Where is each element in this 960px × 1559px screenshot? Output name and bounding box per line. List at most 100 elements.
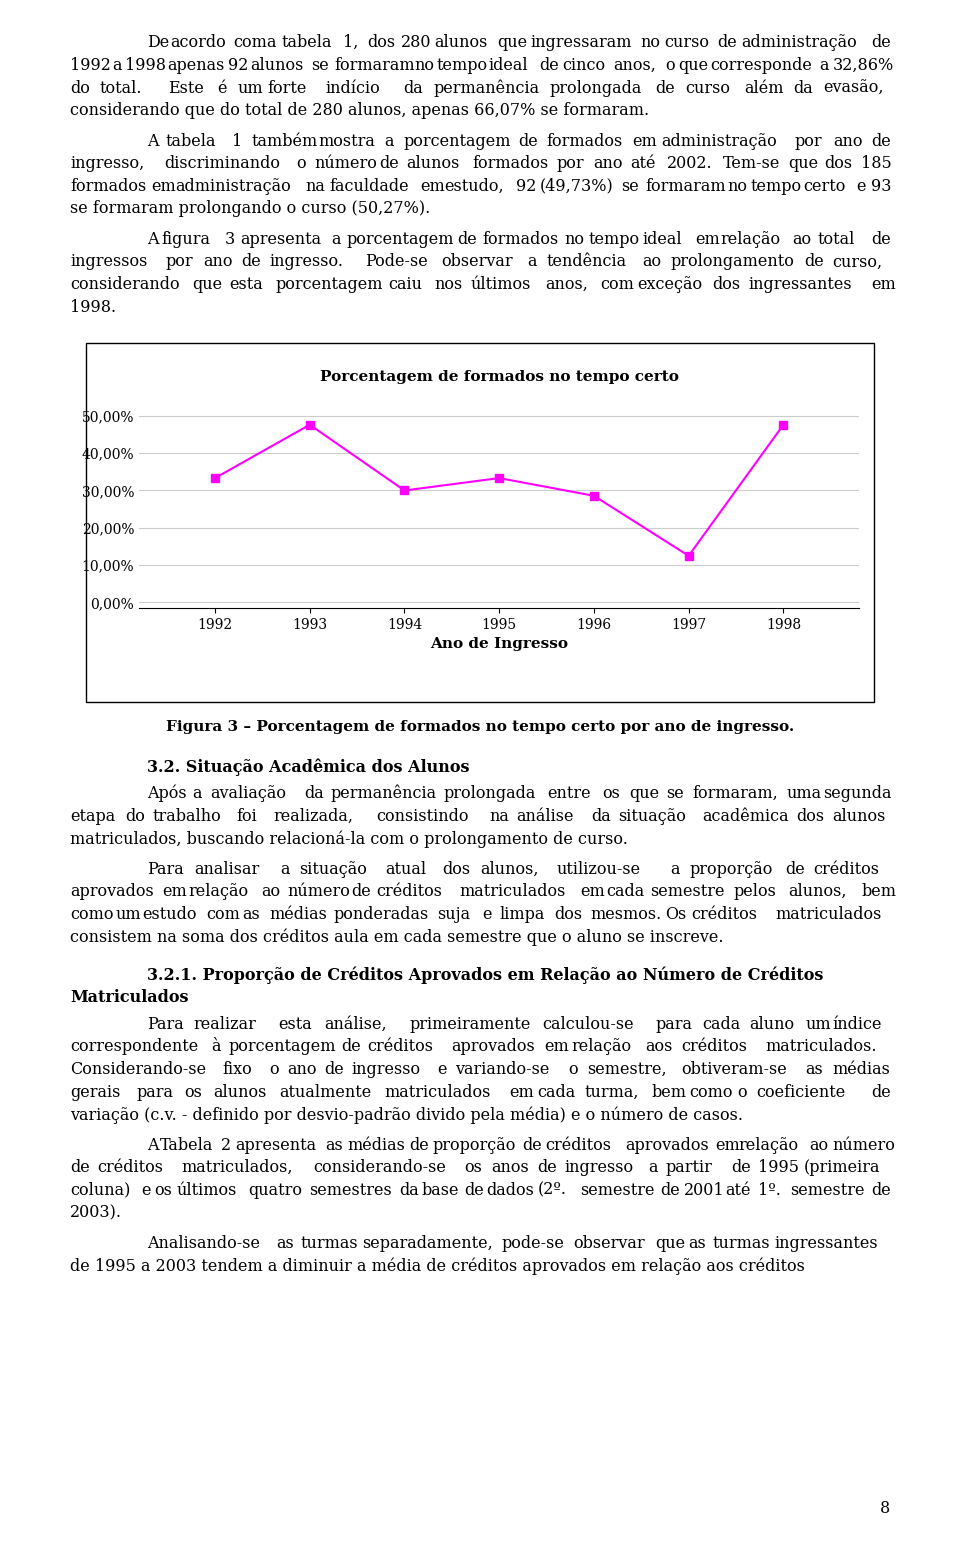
- Text: 1995: 1995: [757, 1158, 799, 1175]
- Text: tabela: tabela: [281, 34, 331, 51]
- Text: trabalho: trabalho: [153, 808, 221, 825]
- Text: considerando que do total de 280 alunos, apenas 66,07% se formaram.: considerando que do total de 280 alunos,…: [70, 103, 649, 118]
- Text: de: de: [70, 1158, 90, 1175]
- Text: anos,: anos,: [545, 276, 588, 293]
- Text: estudo: estudo: [142, 906, 197, 923]
- Text: as: as: [276, 1235, 294, 1252]
- Text: consistindo: consistindo: [376, 808, 469, 825]
- Text: 3.2. Situação Acadêmica dos Alunos: 3.2. Situação Acadêmica dos Alunos: [147, 758, 469, 776]
- Text: base: base: [421, 1182, 459, 1199]
- Text: utilizou-se: utilizou-se: [556, 861, 640, 878]
- Text: Este: Este: [168, 80, 204, 97]
- Text: variação (c.v. - definido por desvio-padrão divido pela média) e o número de cas: variação (c.v. - definido por desvio-pad…: [70, 1105, 743, 1124]
- Text: avaliação: avaliação: [210, 784, 286, 801]
- Text: prolongada: prolongada: [444, 784, 536, 801]
- Text: Figura 3 – Porcentagem de formados no tempo certo por ano de ingresso.: Figura 3 – Porcentagem de formados no te…: [166, 720, 794, 734]
- Text: suja: suja: [437, 906, 470, 923]
- Text: de 1995 a 2003 tendem a diminuir a média de créditos aprovados em relação aos cr: de 1995 a 2003 tendem a diminuir a média…: [70, 1257, 804, 1275]
- Text: permanência: permanência: [433, 80, 540, 97]
- Text: tempo: tempo: [751, 178, 802, 195]
- Text: correspondente: correspondente: [70, 1038, 199, 1055]
- Text: aprovados: aprovados: [451, 1038, 535, 1055]
- Text: curso,: curso,: [832, 253, 882, 270]
- Text: obtiveram-se: obtiveram-se: [682, 1060, 787, 1077]
- Text: porcentagem: porcentagem: [403, 133, 511, 150]
- Text: em: em: [696, 231, 720, 248]
- Text: últimos: últimos: [177, 1182, 237, 1199]
- Text: os: os: [155, 1182, 172, 1199]
- Text: se formaram prolongando o curso (50,27%).: se formaram prolongando o curso (50,27%)…: [70, 200, 430, 217]
- Text: realizar: realizar: [193, 1015, 256, 1032]
- Text: Pode-se: Pode-se: [366, 253, 428, 270]
- Text: 185: 185: [861, 154, 892, 171]
- Text: créditos: créditos: [545, 1137, 612, 1154]
- Text: etapa: etapa: [70, 808, 115, 825]
- Text: o: o: [737, 1084, 747, 1101]
- Text: créditos: créditos: [682, 1038, 748, 1055]
- Text: (primeira: (primeira: [804, 1158, 880, 1175]
- Text: quatro: quatro: [248, 1182, 301, 1199]
- Text: matriculados.: matriculados.: [765, 1038, 876, 1055]
- Text: mostra: mostra: [318, 133, 374, 150]
- Text: o: o: [568, 1060, 578, 1077]
- Text: relação: relação: [738, 1137, 799, 1154]
- Text: a: a: [671, 861, 681, 878]
- Text: ponderadas: ponderadas: [334, 906, 429, 923]
- Text: anos,: anos,: [613, 56, 657, 73]
- Text: formaram,: formaram,: [692, 784, 779, 801]
- Text: 280: 280: [401, 34, 431, 51]
- Text: matriculados,: matriculados,: [181, 1158, 293, 1175]
- Text: turmas: turmas: [300, 1235, 358, 1252]
- Text: esta: esta: [278, 1015, 312, 1032]
- Text: apresenta: apresenta: [240, 231, 321, 248]
- Text: 92: 92: [228, 56, 248, 73]
- Text: número: número: [314, 154, 377, 171]
- Text: em: em: [544, 1038, 569, 1055]
- Text: de: de: [785, 861, 804, 878]
- Text: 2: 2: [222, 1137, 231, 1154]
- Text: acordo: acordo: [171, 34, 227, 51]
- Text: a: a: [331, 231, 341, 248]
- Text: créditos: créditos: [376, 882, 443, 900]
- Text: para: para: [656, 1015, 693, 1032]
- Text: consistem na soma dos créditos aula em cada semestre que o aluno se inscreve.: consistem na soma dos créditos aula em c…: [70, 928, 724, 946]
- Text: estudo,: estudo,: [444, 178, 504, 195]
- Text: que: que: [788, 154, 818, 171]
- Text: análise: análise: [516, 808, 574, 825]
- Text: formados: formados: [546, 133, 623, 150]
- Text: ideal: ideal: [642, 231, 682, 248]
- Text: acadêmica: acadêmica: [702, 808, 789, 825]
- Text: um: um: [805, 1015, 830, 1032]
- Text: semestres: semestres: [309, 1182, 392, 1199]
- Text: relação: relação: [188, 882, 249, 900]
- Text: por: por: [557, 154, 585, 171]
- Text: fixo: fixo: [223, 1060, 252, 1077]
- Text: situação: situação: [618, 808, 685, 825]
- Text: como: como: [689, 1084, 733, 1101]
- Text: foi: foi: [237, 808, 257, 825]
- Text: de: de: [522, 1137, 541, 1154]
- Text: ao: ao: [261, 882, 280, 900]
- Text: a: a: [649, 1158, 659, 1175]
- Text: ingressantes: ingressantes: [775, 1235, 878, 1252]
- Text: 1º.: 1º.: [758, 1182, 780, 1199]
- Text: da: da: [403, 80, 423, 97]
- Text: de: de: [242, 253, 261, 270]
- Text: coeficiente: coeficiente: [756, 1084, 846, 1101]
- Text: aluno: aluno: [749, 1015, 794, 1032]
- Text: bem: bem: [861, 882, 897, 900]
- Text: ano: ano: [832, 133, 862, 150]
- Text: 2001: 2001: [684, 1182, 724, 1199]
- Text: (2º.: (2º.: [539, 1182, 567, 1199]
- Text: 1: 1: [232, 133, 243, 150]
- Text: ingresso,: ingresso,: [70, 154, 144, 171]
- Text: com: com: [233, 34, 267, 51]
- Text: por: por: [165, 253, 193, 270]
- Text: formados: formados: [482, 231, 559, 248]
- Text: de: de: [731, 1158, 751, 1175]
- Text: administração: administração: [176, 178, 291, 195]
- Text: gerais: gerais: [70, 1084, 120, 1101]
- Text: ao: ao: [642, 253, 661, 270]
- Text: no: no: [414, 56, 434, 73]
- Bar: [86, 343, 874, 702]
